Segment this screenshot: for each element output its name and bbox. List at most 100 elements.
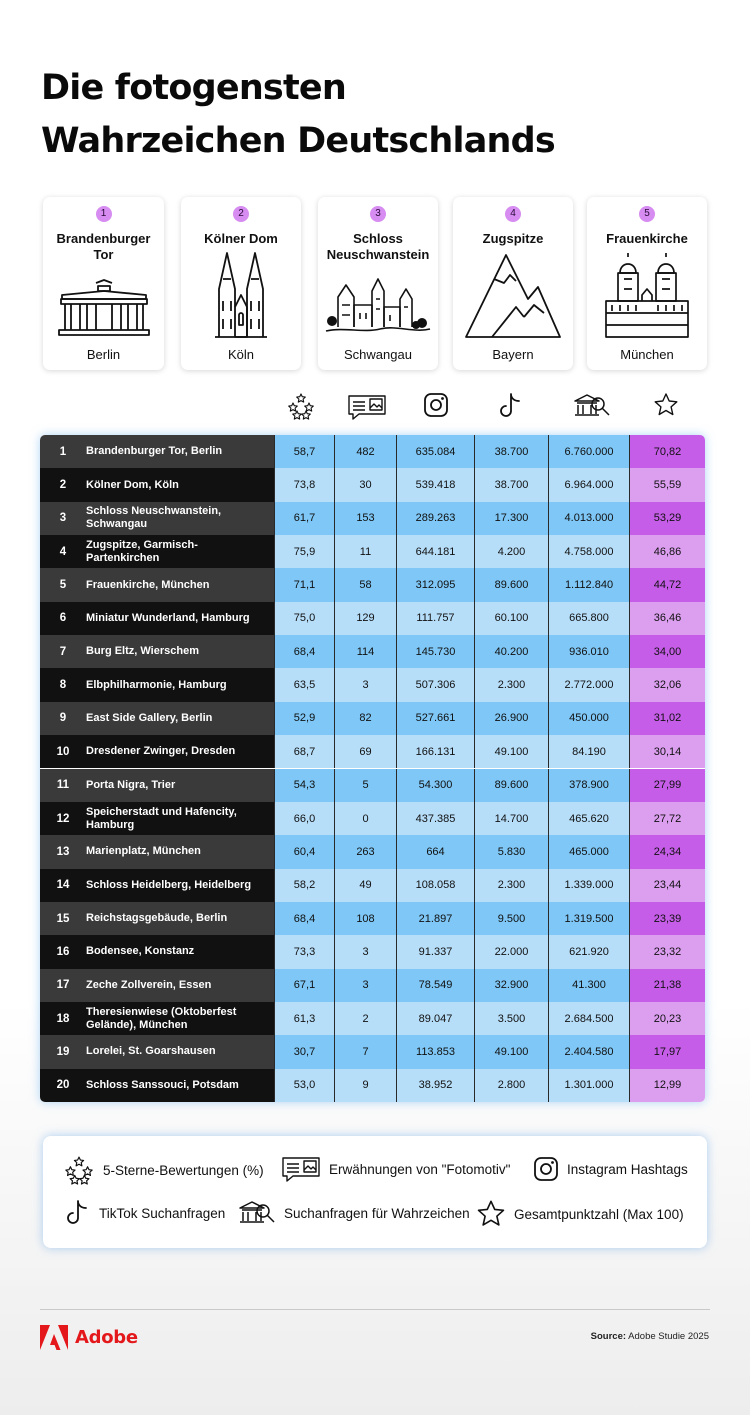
- table-row: 8 Elbphilharmonie, Hamburg 63,5 3 507.306 2.3…: [40, 668, 705, 702]
- five-star-ratings-cell: 58,7: [274, 435, 334, 469]
- five-star-ratings-cell: 68,4: [274, 635, 334, 669]
- source-note: Source: Adobe Studie 2025: [591, 1331, 709, 1342]
- landmark-searches-cell: 936.010: [548, 635, 629, 669]
- table-row: 6 Miniatur Wunderland, Hamburg 75,0 129 111.…: [40, 601, 705, 636]
- legend-label: Instagram Hashtags: [567, 1161, 688, 1177]
- total-score-cell: 20,23: [629, 1001, 705, 1036]
- landmark-searches-cell: 41.300: [548, 968, 629, 1002]
- legend-label: Suchanfragen für Wahrzeichen: [284, 1205, 470, 1221]
- table-row: 7 Burg Eltz, Wierschem 68,4 114 145.730 40.20…: [40, 635, 705, 669]
- instagram-hashtags-cell: 21.897: [396, 901, 474, 936]
- landmark-name-cell: Lorelei, St. Goarshausen: [86, 1035, 274, 1069]
- total-score-cell: 21,38: [629, 968, 705, 1002]
- total-score-cell: 31,02: [629, 701, 705, 736]
- legend-item-tiktok: TikTok Suchanfragen: [65, 1199, 225, 1227]
- instagram-hashtags-cell: 664: [396, 835, 474, 869]
- card-city: Bayern: [492, 347, 534, 362]
- table-row: 12 Speicherstadt und Hafencity, Hamburg 66…: [40, 801, 705, 836]
- landmark-searches-cell: 465.000: [548, 835, 629, 869]
- legend: 5-Sterne-Bewertungen (%) Erwähnungen von…: [43, 1136, 707, 1248]
- legend-item-mentions: Erwähnungen von "Fotomotiv": [281, 1156, 510, 1182]
- instagram-hashtags-cell: 635.084: [396, 435, 474, 469]
- tiktok-searches-cell: 9.500: [474, 901, 548, 936]
- adobe-logo-icon: [40, 1325, 68, 1350]
- table-row: 19 Lorelei, St. Goarshausen 30,7 7 113.853 49…: [40, 1035, 705, 1069]
- rank-cell: 16: [40, 935, 86, 969]
- five-star-ratings-cell: 58,2: [274, 868, 334, 902]
- landmark-searches-cell: 665.800: [548, 601, 629, 636]
- landmark-searches-cell: 1.339.000: [548, 868, 629, 902]
- title-line-2: Wahrzeichen Deutschlands: [41, 121, 556, 161]
- photo-mention-icon: [348, 395, 386, 420]
- landmark-searches-cell: 1.112.840: [548, 568, 629, 602]
- koelner-dom-icon: [215, 252, 267, 338]
- table-row: 17 Zeche Zollverein, Essen 67,1 3 78.549 32.9…: [40, 968, 705, 1002]
- tiktok-searches-cell: 5.830: [474, 835, 548, 869]
- photo-mention-icon: [282, 1157, 320, 1182]
- photo-mentions-cell: 49: [334, 868, 396, 902]
- tiktok-searches-cell: 49.100: [474, 735, 548, 769]
- landmark-name-cell: Dresdener Zwinger, Dresden: [86, 735, 274, 769]
- landmark-searches-cell: 6.760.000: [548, 435, 629, 469]
- table-row: 16 Bodensee, Konstanz 73,3 3 91.337 22.000 621…: [40, 935, 705, 969]
- photo-mentions-cell: 2: [334, 1001, 396, 1036]
- landmark-name-cell: Reichstagsgebäude, Berlin: [86, 901, 274, 936]
- total-score-cell: 53,29: [629, 501, 705, 536]
- five-star-ratings-cell: 53,0: [274, 1068, 334, 1102]
- instagram-icon: [424, 393, 448, 417]
- table-row: 4 Zugspitze, Garmisch-Partenkirchen 75,9 11…: [40, 535, 705, 569]
- photo-mentions-cell: 0: [334, 801, 396, 836]
- five-star-ratings-cell: 68,7: [274, 735, 334, 769]
- photo-mentions-cell: 30: [334, 468, 396, 502]
- card-name: Schloss Neuschwanstein: [326, 231, 430, 262]
- photo-mentions-cell: 5: [334, 768, 396, 802]
- photo-mentions-cell: 11: [334, 535, 396, 569]
- column-icons: [0, 392, 750, 422]
- instagram-hashtags-cell: 54.300: [396, 768, 474, 802]
- total-score-cell: 34,00: [629, 635, 705, 669]
- photo-mentions-cell: 153: [334, 501, 396, 536]
- frauenkirche-icon: [605, 253, 689, 338]
- five-star-ratings-cell: 67,1: [274, 968, 334, 1002]
- table-row: 9 East Side Gallery, Berlin 52,9 82 527.661 2…: [40, 701, 705, 736]
- photo-mentions-cell: 3: [334, 968, 396, 1002]
- landmark-searches-cell: 465.620: [548, 801, 629, 836]
- card-name: Zugspitze: [482, 231, 544, 246]
- legend-item-instagram: Instagram Hashtags: [533, 1156, 688, 1182]
- total-score-cell: 36,46: [629, 601, 705, 636]
- tiktok-icon: [500, 393, 520, 417]
- card-city: Berlin: [86, 347, 121, 362]
- photo-mentions-cell: 82: [334, 701, 396, 736]
- table-row: 2 Kölner Dom, Köln 73,8 30 539.418 38.700 6.96…: [40, 468, 705, 502]
- rank-cell: 5: [40, 568, 86, 602]
- photo-mentions-cell: 9: [334, 1068, 396, 1102]
- landmark-searches-cell: 378.900: [548, 768, 629, 802]
- five-star-ratings-cell: 75,0: [274, 601, 334, 636]
- source-label: Source:: [590, 1331, 627, 1342]
- rank-badge: 5: [639, 206, 655, 222]
- legend-label: Erwähnungen von "Fotomotiv": [329, 1161, 511, 1177]
- photo-mentions-cell: 69: [334, 735, 396, 769]
- landmark-searches-cell: 6.964.000: [548, 468, 629, 502]
- landmark-name-cell: Zugspitze, Garmisch-Partenkirchen: [86, 535, 274, 569]
- top5-cards: 1 Brandenburger Tor Berlin 2 Kölner Dom: [43, 197, 707, 372]
- footer-divider: [40, 1309, 710, 1310]
- table-row: 15 Reichstagsgebäude, Berlin 68,4 108 21.897…: [40, 901, 705, 936]
- rank-cell: 2: [40, 468, 86, 502]
- instagram-hashtags-cell: 145.730: [396, 635, 474, 669]
- landmark-search-icon: [239, 1201, 275, 1223]
- landmark-searches-cell: 4.758.000: [548, 535, 629, 569]
- landmark-name-cell: Schloss Heidelberg, Heidelberg: [86, 868, 274, 902]
- rank-cell: 17: [40, 968, 86, 1002]
- instagram-hashtags-cell: 644.181: [396, 535, 474, 569]
- landmark-name-cell: Frauenkirche, München: [86, 568, 274, 602]
- rank-cell: 6: [40, 601, 86, 636]
- landmark-searches-cell: 4.013.000: [548, 501, 629, 536]
- landmark-name-cell: Marienplatz, München: [86, 835, 274, 869]
- landmark-searches-cell: 2.404.580: [548, 1035, 629, 1069]
- five-star-ratings-cell: 61,3: [274, 1001, 334, 1036]
- instagram-hashtags-cell: 166.131: [396, 735, 474, 769]
- adobe-wordmark: Adobe: [75, 1327, 138, 1348]
- table-row: 11 Porta Nigra, Trier 54,3 5 54.300 89.600 378…: [40, 768, 705, 802]
- five-star-ratings-cell: 63,5: [274, 668, 334, 702]
